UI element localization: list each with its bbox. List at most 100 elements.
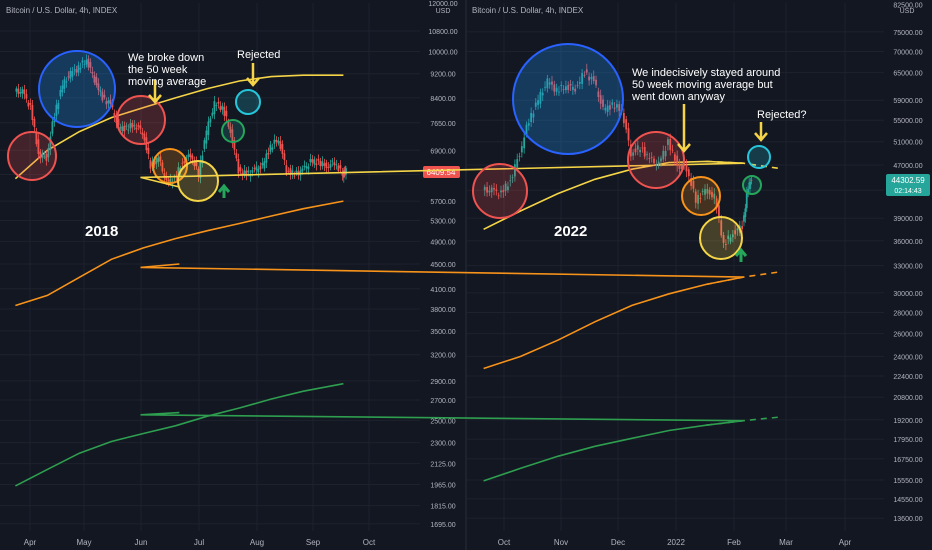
candle-body bbox=[257, 168, 260, 173]
candle-body bbox=[532, 113, 535, 118]
candle-body bbox=[267, 152, 270, 155]
candle-body bbox=[33, 119, 36, 127]
candle-body bbox=[483, 186, 486, 191]
candle-body bbox=[253, 168, 256, 170]
ma-line bbox=[140, 411, 744, 482]
candle-body bbox=[741, 226, 744, 229]
candle-body bbox=[273, 139, 276, 144]
candle-body bbox=[646, 154, 648, 155]
x-tick-label: Apr bbox=[839, 538, 852, 547]
candle-body bbox=[641, 147, 644, 149]
y-tick-label: 13600.00 bbox=[893, 516, 922, 523]
candle-body bbox=[588, 76, 590, 81]
candle-body bbox=[25, 94, 28, 99]
time-axis[interactable]: Oct Nov Dec 2022 Feb Mar Apr bbox=[498, 538, 852, 547]
candle-body bbox=[745, 192, 748, 209]
candle-body bbox=[606, 105, 609, 112]
candle-body bbox=[687, 169, 690, 177]
candle-body bbox=[597, 91, 600, 97]
candle-body bbox=[736, 228, 739, 231]
annotation-text: We indecisively stayed around bbox=[632, 67, 780, 79]
y-tick-label: 59000.00 bbox=[893, 98, 922, 105]
candle-body bbox=[534, 102, 537, 107]
x-tick-label: Feb bbox=[727, 538, 741, 547]
candle-body bbox=[713, 193, 716, 199]
candle-body bbox=[657, 161, 660, 164]
last-price-tag: 44302.59 02:14:43 bbox=[886, 174, 930, 196]
candle-body bbox=[690, 178, 693, 186]
pattern-circle-cyan bbox=[235, 89, 261, 115]
candle-body bbox=[576, 85, 579, 87]
candle-body bbox=[585, 69, 588, 73]
candle-body bbox=[317, 158, 320, 161]
candle-body bbox=[544, 86, 546, 88]
candle-body bbox=[662, 150, 665, 160]
candle-body bbox=[187, 154, 190, 157]
y-tick-label: 17950.00 bbox=[893, 437, 922, 444]
candle-body bbox=[49, 136, 52, 151]
candle-body bbox=[117, 119, 120, 126]
price-axis[interactable]: USD 82500.00 75000.00 70000.00 65000.00 5900… bbox=[893, 3, 922, 523]
candle-body bbox=[161, 162, 164, 172]
candle-body bbox=[259, 166, 262, 170]
candle-body bbox=[339, 165, 342, 169]
candle-body bbox=[197, 168, 200, 177]
candle-body bbox=[537, 100, 539, 105]
candle-body bbox=[341, 172, 344, 176]
candlestick-series bbox=[483, 63, 753, 251]
y-tick-label: 6900.00 bbox=[430, 148, 455, 155]
annotation-text: went down anyway bbox=[631, 91, 725, 103]
last-price-value: 44302.59 bbox=[891, 176, 925, 185]
candle-body bbox=[490, 187, 493, 193]
y-tick-label: 24000.00 bbox=[893, 354, 922, 361]
candle-body bbox=[602, 99, 604, 107]
candle-body bbox=[718, 205, 720, 218]
chart-title: Bitcoin / U.S. Dollar, 4h, INDEX bbox=[472, 6, 584, 15]
time-axis[interactable]: Apr May Jun Jul Aug Sep Oct bbox=[24, 538, 376, 547]
pattern-circle-green bbox=[221, 119, 245, 143]
candle-body bbox=[281, 144, 284, 154]
candle-body bbox=[555, 87, 558, 92]
chart-panel-2022[interactable]: We indecisively stayed around 50 week mo… bbox=[140, 3, 931, 547]
candle-body bbox=[562, 89, 565, 91]
candle-body bbox=[227, 121, 230, 127]
annotation-text: 50 week moving average but bbox=[632, 79, 773, 91]
chart-panel-2018[interactable]: We broke down the 50 week moving average… bbox=[0, 1, 460, 547]
x-tick-label: Jun bbox=[135, 538, 148, 547]
candle-body bbox=[509, 180, 512, 182]
annotation-text: moving average bbox=[128, 76, 206, 88]
ma-line bbox=[15, 200, 344, 307]
candle-body bbox=[79, 67, 82, 70]
candle-body bbox=[680, 165, 683, 170]
pattern-circle-green bbox=[742, 175, 762, 195]
candle-body bbox=[91, 71, 94, 74]
y-tick-label: 8400.00 bbox=[430, 96, 455, 103]
x-tick-label: Oct bbox=[363, 538, 376, 547]
x-tick-label: Dec bbox=[611, 538, 625, 547]
candle-body bbox=[495, 189, 498, 191]
candle-body bbox=[629, 144, 632, 157]
candle-body bbox=[223, 106, 226, 116]
candle-body bbox=[516, 159, 519, 168]
candle-body bbox=[167, 179, 170, 182]
candle-body bbox=[279, 141, 282, 149]
candle-body bbox=[57, 102, 60, 110]
candle-body bbox=[565, 86, 567, 91]
last-price-tag: 6409.54 bbox=[423, 166, 460, 178]
arrow-yellow-icon bbox=[754, 122, 768, 142]
candle-body bbox=[237, 158, 240, 174]
candle-body bbox=[289, 168, 292, 175]
candle-body bbox=[558, 91, 560, 93]
candle-body bbox=[229, 126, 232, 133]
candle-body bbox=[301, 168, 304, 172]
candle-body bbox=[500, 190, 502, 193]
candle-body bbox=[305, 166, 308, 169]
candle-body bbox=[539, 91, 542, 104]
pattern-circle-red bbox=[7, 131, 57, 181]
candle-body bbox=[85, 59, 88, 65]
candle-body bbox=[643, 147, 646, 157]
pattern-circle-blue bbox=[38, 50, 116, 128]
candle-body bbox=[333, 162, 336, 166]
candle-body bbox=[722, 235, 725, 243]
candle-body bbox=[121, 126, 124, 131]
